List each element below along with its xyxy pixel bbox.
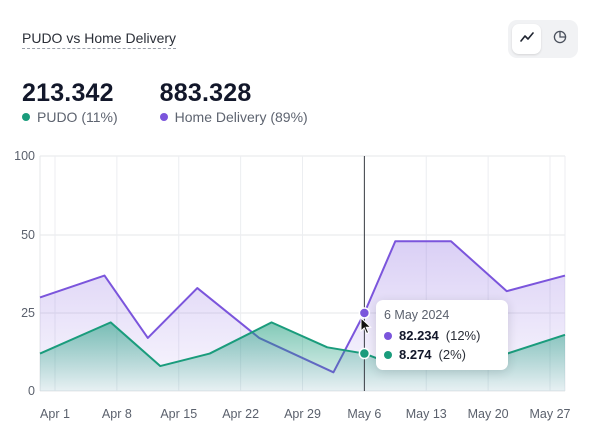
chart-header: PUDO vs Home Delivery [22,30,177,49]
tooltip-pct: (2%) [438,347,466,362]
pudo-dot [22,113,30,121]
x-tick-label: Apr 1 [40,407,70,421]
stat-label: Home Delivery (89%) [174,109,308,125]
chart-tooltip: 6 May 2024 82.234 (12%) 8.274 (2%) [376,300,508,370]
y-tick-label: 0 [28,384,35,398]
stat-label: PUDO (11%) [37,109,118,125]
tooltip-pct: (12%) [445,328,481,343]
line-chart-icon [519,30,534,48]
y-tick-label: 25 [21,306,35,320]
home-delivery-dot [159,113,168,121]
pudo-marker [358,347,371,360]
pie-chart-icon [553,30,567,49]
x-tick-label: May 20 [468,407,509,421]
x-tick-label: Apr 22 [222,407,259,421]
pie-chart-button[interactable] [545,24,574,54]
x-tick-label: May 6 [347,407,381,421]
tooltip-row-pudo: 8.274 (2%) [384,347,500,362]
x-tick-label: May 13 [406,407,447,421]
pudo-area [40,322,565,391]
stat-value: 883.328 [159,79,252,107]
stat-home-delivery: 883.328 Home Delivery (89%) [159,78,308,125]
home-delivery-dot [384,331,392,340]
chart-title[interactable]: PUDO vs Home Delivery [22,30,177,49]
x-tick-label: Apr 15 [160,407,197,421]
mouse-pointer-icon [360,316,372,340]
home-delivery-marker [358,307,371,319]
tooltip-row-home-delivery: 82.234 (12%) [384,328,500,343]
pudo-dot [384,350,392,359]
x-tick-label: Apr 8 [102,407,132,421]
tooltip-date: 6 May 2024 [384,308,450,322]
area-chart[interactable]: 0 25 50 100 Apr 1 Apr 8 Apr 15 Apr 22 Apr 29 May … [0,140,600,430]
x-tick-label: May 27 [530,407,571,421]
line-chart-button[interactable] [512,24,541,54]
y-tick-label: 100 [14,149,35,163]
stat-legend: Home Delivery (89%) [159,109,308,125]
stat-value: 213.342 [22,79,114,107]
stat-pudo: 213.342 PUDO (11%) [22,78,118,125]
tooltip-value: 82.234 [399,328,439,343]
tooltip-value: 8.274 [399,347,432,362]
x-tick-label: Apr 29 [284,407,321,421]
stat-legend: PUDO (11%) [22,109,118,125]
summary-stats: 213.342 PUDO (11%) 883.328 Home Delivery… [22,78,308,125]
chart-type-toggle [508,20,578,58]
y-tick-label: 50 [21,228,35,242]
